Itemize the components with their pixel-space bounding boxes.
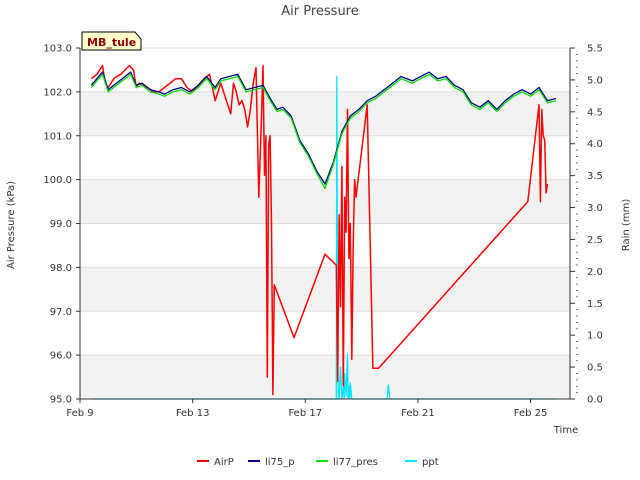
plot-band — [80, 267, 570, 312]
y2-tick-label: 0.5 — [587, 363, 603, 374]
station-label-text: MB_tule — [87, 36, 136, 49]
plot-background-bands — [80, 48, 570, 399]
y2-tick-label: 1.5 — [587, 299, 603, 310]
y-tick-label: 100.0 — [43, 175, 72, 186]
y-tick-label: 95.0 — [50, 395, 72, 406]
y2-tick-label: 2.0 — [587, 267, 603, 278]
y2-tick-label: 3.0 — [587, 203, 603, 214]
chart-title: Air Pressure — [281, 4, 359, 19]
y-tick-label: 99.0 — [50, 219, 72, 230]
x-tick-label: Feb 9 — [66, 408, 93, 419]
y-tick-label: 98.0 — [50, 263, 72, 274]
y-axis-title: Air Pressure (kPa) — [6, 181, 17, 269]
left-y-axis: 95.0 96.0 97.0 98.0 99.0 100.0 101.0 102.0 103.0 — [43, 44, 81, 406]
plot-band — [80, 223, 570, 268]
legend: AirP li75_p li77_pres ppt — [197, 457, 439, 468]
legend-label: AirP — [214, 457, 234, 468]
y2-tick-label: 1.0 — [587, 331, 603, 342]
legend-item-airp: AirP — [197, 457, 234, 468]
y-tick-label: 103.0 — [43, 44, 72, 55]
legend-label: li75_p — [265, 457, 295, 468]
x-axis-title: Time — [553, 425, 578, 436]
y-tick-label: 102.0 — [43, 87, 72, 98]
y2-axis-title: Rain (mm) — [621, 199, 632, 252]
series-line-li77-pres — [90, 73, 557, 190]
legend-item-li77-pres: li77_pres — [316, 457, 378, 468]
y-tick-label: 97.0 — [50, 307, 72, 318]
x-tick-label: Feb 13 — [176, 408, 210, 419]
series-line-li75-p — [90, 71, 557, 185]
y2-tick-label: 4.0 — [587, 139, 603, 150]
plot-band — [80, 179, 570, 224]
legend-label: li77_pres — [333, 457, 378, 468]
x-tick-label: Feb 21 — [401, 408, 435, 419]
legend-item-li75-p: li75_p — [248, 457, 295, 468]
y2-tick-label: 5.5 — [587, 44, 603, 55]
y2-tick-label: 2.5 — [587, 235, 603, 246]
legend-label: ppt — [422, 457, 439, 468]
y-tick-label: 101.0 — [43, 131, 72, 142]
y2-tick-label: 0.0 — [587, 395, 603, 406]
x-tick-label: Feb 17 — [288, 408, 322, 419]
x-tick-label: Feb 25 — [514, 408, 548, 419]
y-tick-label: 96.0 — [50, 351, 72, 362]
plot-band — [80, 48, 570, 92]
station-label-box — [81, 31, 142, 51]
right-y-axis: 0.0 0.5 1.0 1.5 2.0 2.5 3.0 3.5 4.0 4.5 5.0 5.5 — [569, 44, 603, 406]
y2-tick-label: 4.5 — [587, 107, 603, 118]
legend-item-ppt: ppt — [405, 457, 439, 468]
plot-band — [80, 91, 570, 136]
series-line-airp — [90, 64, 549, 396]
y2-tick-label: 5.0 — [587, 75, 603, 86]
plot-band — [80, 135, 570, 180]
x-axis: Feb 9 Feb 13 Feb 17 Feb 21 Feb 25 — [66, 398, 570, 419]
station-label: MB_tule — [81, 31, 142, 51]
y2-tick-label: 3.5 — [587, 171, 603, 182]
plot-band — [80, 311, 570, 356]
plot-band — [80, 355, 570, 399]
